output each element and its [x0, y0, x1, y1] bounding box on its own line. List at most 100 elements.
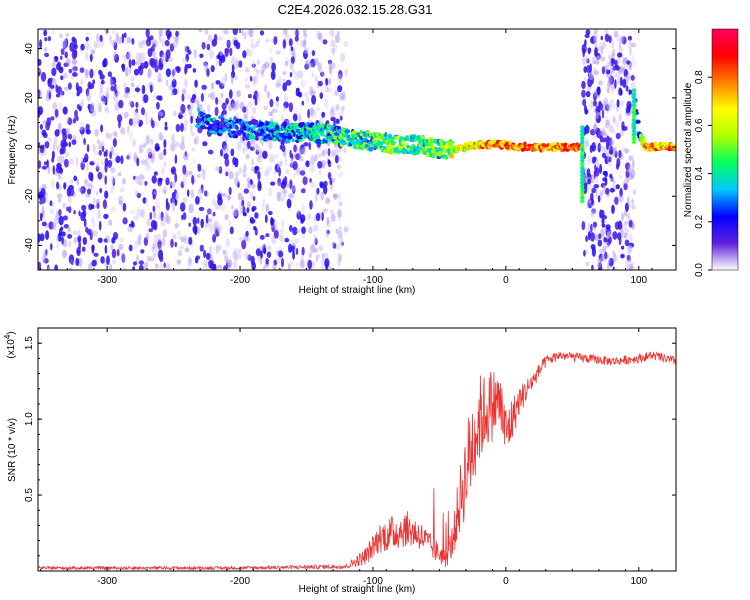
noise-blob [126, 155, 130, 160]
noise-blob [111, 175, 115, 185]
noise-blob [292, 250, 296, 260]
gap-noise-blob [602, 137, 607, 143]
noise-blob [66, 206, 69, 212]
noise-blob [165, 177, 170, 186]
noise-blob [309, 86, 314, 97]
noise-blob [334, 34, 340, 43]
noise-blob [251, 63, 256, 68]
noise-blob [97, 209, 101, 220]
noise-blob [265, 203, 270, 213]
gap-noise-blob [613, 254, 618, 263]
gap-noise-blob [629, 46, 632, 56]
gap-noise-blob [604, 187, 610, 195]
noise-blob [98, 90, 104, 100]
noise-blob [65, 128, 70, 136]
noise-blob [87, 182, 91, 187]
noise-blob [68, 240, 72, 248]
gap-noise-blob [584, 39, 587, 47]
noise-blob [302, 176, 308, 185]
signal-blob [315, 134, 321, 140]
gap-noise-blob [617, 114, 622, 122]
noise-blob [93, 252, 99, 257]
noise-blob [58, 209, 62, 217]
noise-blob [39, 124, 44, 130]
x-tick-label: 0 [503, 275, 509, 286]
noise-blob [140, 41, 145, 49]
gap-noise-blob [628, 164, 632, 174]
colorbar-ticks: 0.00.20.40.60.8 [694, 70, 712, 277]
noise-blob [310, 111, 313, 118]
noise-blob [317, 161, 323, 169]
noise-blob [300, 79, 306, 88]
noise-blob [40, 71, 47, 82]
noise-blob [39, 144, 44, 154]
noise-blob [182, 177, 187, 187]
noise-blob [127, 226, 133, 233]
noise-blob [231, 102, 235, 112]
noise-blob [159, 32, 162, 43]
noise-blob [242, 135, 246, 142]
noise-blob [238, 60, 243, 68]
noise-blob [138, 122, 142, 128]
noise-blob [41, 221, 47, 227]
noise-blob [338, 253, 342, 262]
noise-blob [174, 35, 180, 43]
signal-blob [365, 129, 370, 135]
gap-noise-blob [605, 227, 612, 237]
noise-blob [53, 216, 59, 225]
noise-blob [249, 191, 254, 200]
noise-blob [270, 181, 276, 186]
colorbar: 0.00.20.40.60.8 Normalized spectral ampl… [683, 28, 739, 277]
gap-noise-blob [610, 177, 616, 183]
noise-blob [285, 58, 290, 64]
noise-blob [109, 263, 113, 270]
noise-blob [123, 91, 129, 99]
snr-line [38, 351, 676, 571]
noise-blob [81, 246, 86, 252]
noise-blob [98, 220, 102, 231]
noise-blob [97, 145, 102, 150]
noise-blob [299, 170, 306, 176]
noise-blob [121, 54, 128, 59]
noise-blob [126, 36, 132, 44]
noise-blob [225, 171, 229, 177]
gap-noise-blob [631, 198, 634, 205]
gap-noise-blob [590, 212, 595, 217]
noise-blob [292, 185, 296, 192]
noise-blob [98, 149, 103, 156]
gap-noise-blob [608, 257, 614, 267]
noise-blob [200, 218, 204, 229]
gap-noise-blob [604, 155, 609, 165]
signal-blob [384, 131, 388, 138]
gap-noise-blob [612, 231, 618, 240]
noise-blob [318, 33, 323, 42]
snr-multiplier: (x104) [3, 331, 17, 358]
edge-blob [580, 191, 585, 196]
noise-blob [224, 157, 230, 167]
noise-blob [158, 177, 163, 182]
noise-blob [85, 52, 88, 61]
noise-blob [109, 34, 112, 45]
noise-blob [225, 238, 230, 248]
noise-blob [184, 247, 190, 253]
gap-noise-blob [615, 184, 620, 190]
gap-noise-blob [597, 46, 602, 52]
noise-blob [312, 224, 319, 232]
noise-blob [301, 232, 306, 239]
noise-blob [39, 233, 45, 242]
noise-blob [301, 147, 307, 156]
noise-blob [264, 169, 270, 177]
noise-blob [341, 106, 345, 112]
noise-blob [121, 63, 126, 72]
noise-blob [246, 207, 250, 214]
noise-blob [219, 50, 223, 57]
noise-blob [49, 200, 53, 207]
noise-blob [164, 121, 168, 127]
gap-noise-blob [610, 84, 615, 94]
noise-blob [58, 197, 61, 203]
noise-blob [200, 184, 204, 194]
noise-blob [83, 178, 89, 188]
noise-blob [79, 121, 84, 131]
noise-blob [184, 78, 188, 88]
noise-blob [39, 213, 44, 218]
